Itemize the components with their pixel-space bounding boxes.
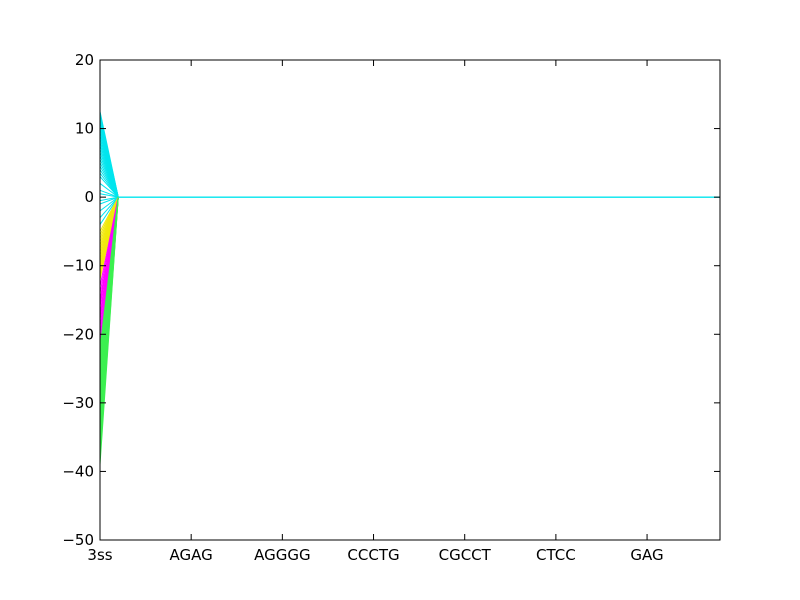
series-line-0-26: [99, 196, 119, 219]
y-tick-label: −10: [62, 257, 94, 275]
plot-frame: [99, 59, 721, 541]
x-tick-label: CTCC: [536, 546, 576, 564]
x-tick-label: AGGGG: [254, 546, 311, 564]
y-tick-label: 10: [75, 120, 94, 138]
y-tick-label: −50: [62, 531, 94, 549]
series-line-3-17: [99, 196, 119, 466]
x-tick-label: GAG: [630, 546, 663, 564]
series-line-0-23: [99, 196, 119, 202]
x-tick-label: 3ss: [87, 546, 112, 564]
series-line-0-24: [99, 196, 119, 205]
series-line-0-21: [99, 189, 119, 198]
y-tick-label: −40: [62, 462, 94, 480]
series-layer: [99, 110, 720, 466]
series-line-0-27: [99, 196, 119, 226]
y-tick-label: 20: [75, 51, 94, 69]
series-line-0-22: [99, 193, 119, 198]
x-tick-label: CCCTG: [347, 546, 399, 564]
series-line-0-20: [99, 182, 119, 198]
series-line-0-19: [99, 176, 119, 198]
y-tick-label: −20: [62, 325, 94, 343]
x-tick-label: AGAG: [170, 546, 213, 564]
series-line-0-25: [99, 196, 119, 212]
x-tick-label: CGCCT: [439, 546, 492, 564]
y-tick-label: −30: [62, 394, 94, 412]
y-tick-label: 0: [84, 188, 94, 206]
